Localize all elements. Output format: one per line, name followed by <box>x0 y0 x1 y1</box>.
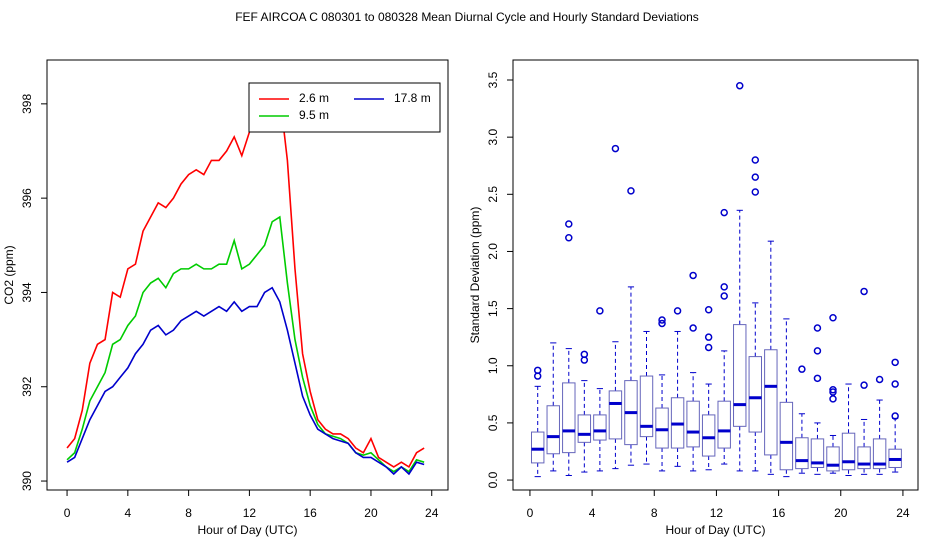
box <box>748 356 763 433</box>
outlier <box>829 395 837 403</box>
outlier <box>596 307 604 315</box>
outlier <box>580 350 589 359</box>
outlier <box>751 173 760 181</box>
box <box>546 405 560 455</box>
y-tick-label: 394 <box>20 282 34 302</box>
outlier <box>813 347 822 355</box>
outlier <box>891 380 899 388</box>
outlier <box>798 365 806 373</box>
x-tick-label: 12 <box>243 506 257 520</box>
box <box>795 437 809 470</box>
y-tick-label: 0.5 <box>486 414 500 431</box>
outlier <box>751 188 760 196</box>
outlier <box>673 307 682 315</box>
x-axis-title: Hour of Day (UTC) <box>197 523 297 537</box>
y-tick-label: 2.0 <box>486 243 500 260</box>
outlier <box>829 313 837 322</box>
y-axis-title: CO2 (ppm) <box>2 245 16 304</box>
y-tick-label: 3.0 <box>486 128 500 145</box>
box <box>872 438 887 470</box>
outlier <box>751 156 760 164</box>
legend-label: 9.5 m <box>299 108 329 122</box>
outlier <box>611 144 620 153</box>
box <box>608 390 623 440</box>
plot-frame <box>46 59 449 491</box>
x-tick-label: 8 <box>185 506 192 520</box>
outlier <box>704 305 713 314</box>
figure-title: FEF AIRCOA C 080301 to 080328 Mean Diurn… <box>235 10 699 24</box>
box <box>593 414 607 441</box>
series-line <box>66 83 425 469</box>
x-tick-label: 4 <box>589 506 596 520</box>
outlier <box>689 324 697 332</box>
outlier <box>565 220 573 228</box>
x-tick-label: 24 <box>425 506 439 520</box>
outlier <box>720 208 728 217</box>
outlier <box>533 366 542 375</box>
outlier <box>860 381 868 389</box>
x-tick-label: 0 <box>64 506 71 520</box>
outlier <box>813 324 822 332</box>
outlier <box>860 287 868 296</box>
x-tick-label: 20 <box>364 506 378 520</box>
x-tick-label: 8 <box>651 506 658 520</box>
series-line <box>66 286 425 476</box>
box <box>764 349 778 456</box>
legend-label: 17.8 m <box>394 91 431 105</box>
outlier <box>658 319 666 328</box>
outlier <box>875 375 884 384</box>
legend: 2.6 m 9.5 m 17.8 m <box>248 82 441 133</box>
box <box>655 407 669 449</box>
x-tick-label: 24 <box>896 506 910 520</box>
box <box>701 414 716 457</box>
x-tick-label: 4 <box>124 506 131 520</box>
box <box>717 400 731 449</box>
x-axis-title: Hour of Day (UTC) <box>665 523 765 537</box>
x-tick-label: 16 <box>304 506 318 520</box>
outlier <box>891 358 899 367</box>
x-tick-label: 20 <box>834 506 848 520</box>
y-axis-title: Standard Deviation (ppm) <box>468 207 482 344</box>
outlier <box>704 333 713 341</box>
outlier <box>565 233 573 242</box>
outlier <box>813 374 822 383</box>
y-tick-label: 3.5 <box>486 71 500 88</box>
x-tick-label: 16 <box>772 506 786 520</box>
box <box>841 432 856 471</box>
outlier <box>829 388 837 396</box>
series-line <box>66 215 425 473</box>
plot-frame <box>512 59 919 491</box>
box <box>639 375 654 438</box>
box <box>826 446 840 472</box>
legend-box <box>248 82 441 133</box>
y-tick-label: 0.0 <box>486 471 500 488</box>
legend-label: 2.6 m <box>299 91 329 105</box>
box <box>686 400 700 448</box>
y-tick-label: 396 <box>20 188 34 208</box>
outlier <box>891 412 899 420</box>
outlier <box>689 271 697 280</box>
box <box>810 438 825 468</box>
outlier <box>735 81 744 90</box>
outlier <box>720 283 728 291</box>
outlier <box>704 343 713 352</box>
outlier <box>658 316 666 324</box>
y-tick-label: 1.5 <box>486 300 500 317</box>
box <box>530 431 545 464</box>
box <box>733 324 747 427</box>
y-tick-label: 392 <box>20 376 34 396</box>
box <box>779 401 794 471</box>
outlier <box>627 187 635 195</box>
y-tick-label: 2.5 <box>486 186 500 203</box>
x-tick-label: 0 <box>527 506 534 520</box>
outlier <box>720 292 728 300</box>
box <box>562 382 576 454</box>
x-tick-label: 12 <box>710 506 724 520</box>
y-tick-label: 390 <box>20 471 34 491</box>
y-tick-label: 1.0 <box>486 357 500 374</box>
outlier <box>829 386 837 394</box>
y-tick-label: 398 <box>20 94 34 114</box>
box <box>577 414 592 443</box>
